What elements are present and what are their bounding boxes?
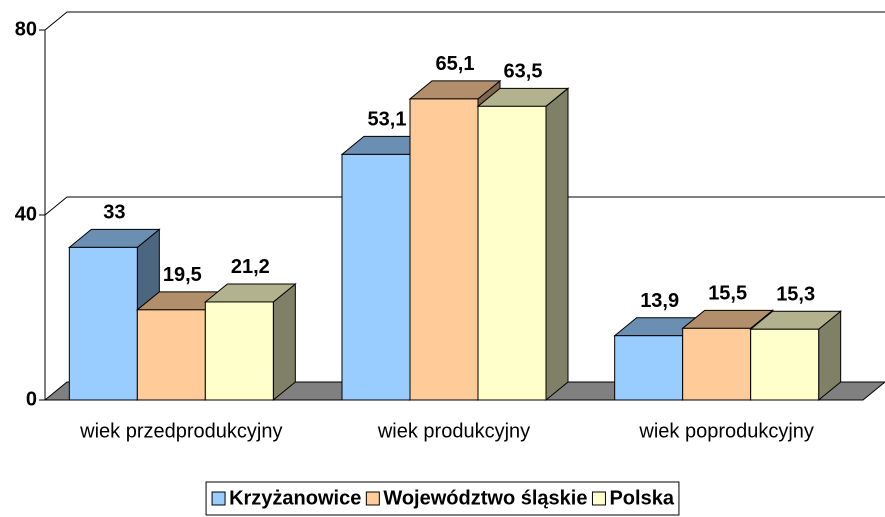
grid-line [44, 196, 885, 216]
bar-side [545, 87, 569, 402]
bar [204, 301, 274, 401]
grid-line [44, 11, 885, 31]
y-tick-label: 40 [15, 203, 37, 225]
value-label: 53,1 [368, 109, 407, 131]
bar [682, 327, 752, 401]
legend-swatch [365, 491, 380, 506]
y-tick-label: 80 [15, 18, 37, 40]
y-tick-label: 0 [26, 388, 37, 410]
legend-swatch [211, 491, 226, 506]
legend-swatch [591, 491, 606, 506]
legend-label: Polska [609, 487, 674, 509]
bar [477, 105, 547, 401]
x-tick-label: wiek produkcyjny [377, 420, 530, 442]
bar [341, 153, 411, 401]
bar-side [272, 282, 296, 402]
value-label: 15,5 [708, 283, 747, 305]
x-tick-label: wiek poprodukcyjny [638, 420, 814, 442]
value-label: 19,5 [163, 264, 202, 286]
bar [409, 98, 479, 401]
value-label: 63,5 [504, 61, 543, 83]
x-tick-label: wiek przedprodukcyjny [79, 420, 282, 442]
bar [136, 309, 206, 401]
bar [68, 246, 138, 401]
legend-label: Województwo śląskie [383, 487, 587, 509]
bar [614, 335, 684, 401]
value-label: 21,2 [231, 256, 270, 278]
bar [750, 328, 820, 401]
value-label: 13,9 [640, 290, 679, 312]
value-label: 33 [103, 202, 125, 224]
value-label: 65,1 [436, 53, 475, 75]
legend-label: Krzyżanowice [229, 487, 361, 509]
value-label: 15,3 [776, 284, 815, 306]
